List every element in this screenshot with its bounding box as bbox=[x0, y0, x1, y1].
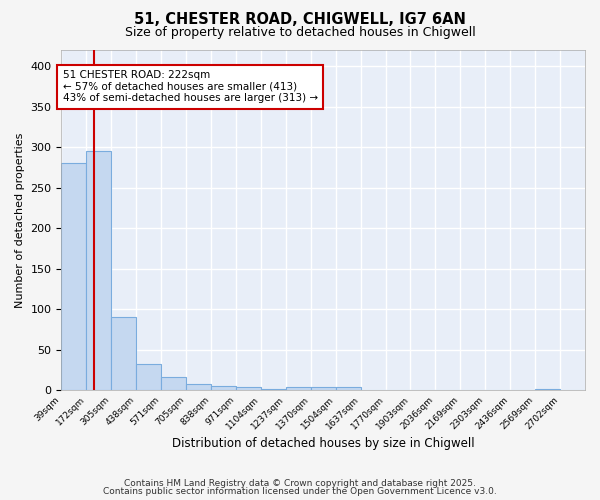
Bar bbox=[311, 387, 335, 390]
Bar bbox=[186, 384, 211, 390]
Y-axis label: Number of detached properties: Number of detached properties bbox=[15, 132, 25, 308]
Text: 51, CHESTER ROAD, CHIGWELL, IG7 6AN: 51, CHESTER ROAD, CHIGWELL, IG7 6AN bbox=[134, 12, 466, 28]
Text: Contains public sector information licensed under the Open Government Licence v3: Contains public sector information licen… bbox=[103, 487, 497, 496]
Text: 51 CHESTER ROAD: 222sqm
← 57% of detached houses are smaller (413)
43% of semi-d: 51 CHESTER ROAD: 222sqm ← 57% of detache… bbox=[62, 70, 318, 104]
Bar bbox=[211, 386, 236, 390]
Bar bbox=[286, 387, 311, 390]
Bar bbox=[261, 389, 286, 390]
Bar bbox=[161, 376, 186, 390]
Bar bbox=[535, 389, 560, 390]
Bar bbox=[111, 318, 136, 390]
Text: Size of property relative to detached houses in Chigwell: Size of property relative to detached ho… bbox=[125, 26, 475, 39]
Bar bbox=[136, 364, 161, 390]
Bar bbox=[335, 387, 361, 390]
Bar bbox=[236, 387, 261, 390]
Bar bbox=[61, 164, 86, 390]
X-axis label: Distribution of detached houses by size in Chigwell: Distribution of detached houses by size … bbox=[172, 437, 475, 450]
Bar bbox=[86, 152, 111, 390]
Text: Contains HM Land Registry data © Crown copyright and database right 2025.: Contains HM Land Registry data © Crown c… bbox=[124, 478, 476, 488]
